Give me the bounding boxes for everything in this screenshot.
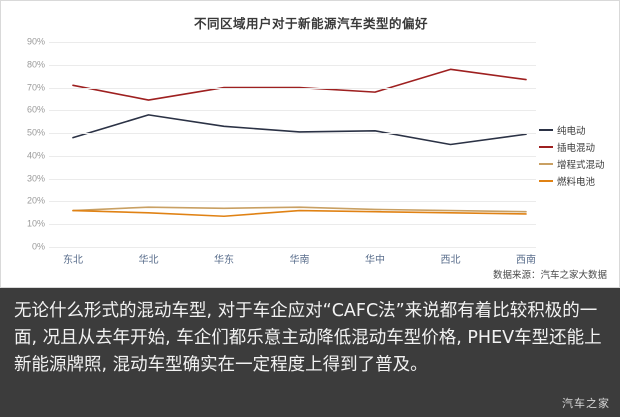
y-axis: 90% 80% 70% 60% 50% 40% 30% 20% 10% 0% <box>1 37 45 252</box>
gridline <box>49 201 536 203</box>
series-svg <box>72 68 527 218</box>
legend-label: 插电混动 <box>557 142 596 154</box>
series-line <box>72 206 527 213</box>
legend-item[interactable]: 纯电动 <box>539 121 619 138</box>
x-axis-tick-label: 西南 <box>516 255 536 266</box>
gridline <box>49 133 536 135</box>
legend-label: 纯电动 <box>557 125 586 137</box>
series-line <box>72 209 527 218</box>
x-axis-tick-label: 华北 <box>138 255 159 266</box>
x-axis-tick-label: 西北 <box>440 255 461 266</box>
legend-label: 燃料电池 <box>557 176 596 188</box>
source-note: 数据来源：汽车之家大数据 <box>492 270 607 281</box>
y-axis-tick-label: 0% <box>31 241 45 252</box>
legend-item[interactable]: 增程式混动 <box>539 155 619 172</box>
gridline <box>49 178 536 180</box>
legend-color-swatch <box>539 145 553 148</box>
gridline <box>49 87 536 89</box>
caption-block: 无论什么形式的混动车型, 对于车企应对“CAFC法”来说都有着比较积极的一面, … <box>0 288 620 417</box>
gridline <box>49 224 536 226</box>
x-axis-tick-label: 华东 <box>214 255 234 266</box>
x-axis-tick-label: 东北 <box>63 255 83 266</box>
chart-card: 不同区域用户对于新能源汽车类型的偏好 90% 80% 70% 60% 50% 40% 30%… <box>0 0 620 288</box>
x-axis-tick-label: 华南 <box>289 255 310 266</box>
y-axis-tick-label: 30% <box>26 173 45 184</box>
watermark: 汽车之家 <box>562 398 610 410</box>
y-axis-tick-label: 40% <box>26 150 45 161</box>
caption-text: 无论什么形式的混动车型, 对于车企应对“CAFC法”来说都有着比较积极的一面, … <box>14 301 602 375</box>
y-axis-tick-label: 90% <box>26 36 45 47</box>
gridline <box>49 110 536 112</box>
legend-color-swatch <box>539 162 553 165</box>
chart-title: 不同区域用户对于新能源汽车类型的偏好 <box>193 17 428 31</box>
series-line <box>72 68 527 101</box>
y-axis-tick-label: 50% <box>26 127 45 138</box>
gridline <box>49 155 536 157</box>
legend-label: 增程式混动 <box>557 159 605 171</box>
y-axis-tick-label: 80% <box>26 59 45 70</box>
y-axis-tick-label: 60% <box>26 104 45 115</box>
gridline <box>49 247 536 248</box>
legend-color-swatch <box>539 128 553 131</box>
legend-color-swatch <box>539 179 553 182</box>
x-axis: 东北 华北 华东 华南 华中 西北 西南 <box>49 251 536 269</box>
y-axis-tick-label: 20% <box>26 195 45 206</box>
x-axis-tick-label: 华中 <box>365 255 385 266</box>
legend-item[interactable]: 插电混动 <box>539 138 619 155</box>
gridline <box>49 42 536 43</box>
gridline <box>49 64 536 66</box>
y-axis-tick-label: 70% <box>26 82 45 93</box>
legend-item[interactable]: 燃料电池 <box>539 172 619 189</box>
y-axis-tick-label: 10% <box>26 218 45 229</box>
chart-legend: 纯电动插电混动增程式混动燃料电池 <box>539 121 619 189</box>
series-line <box>72 114 527 146</box>
plot-area <box>49 42 536 248</box>
